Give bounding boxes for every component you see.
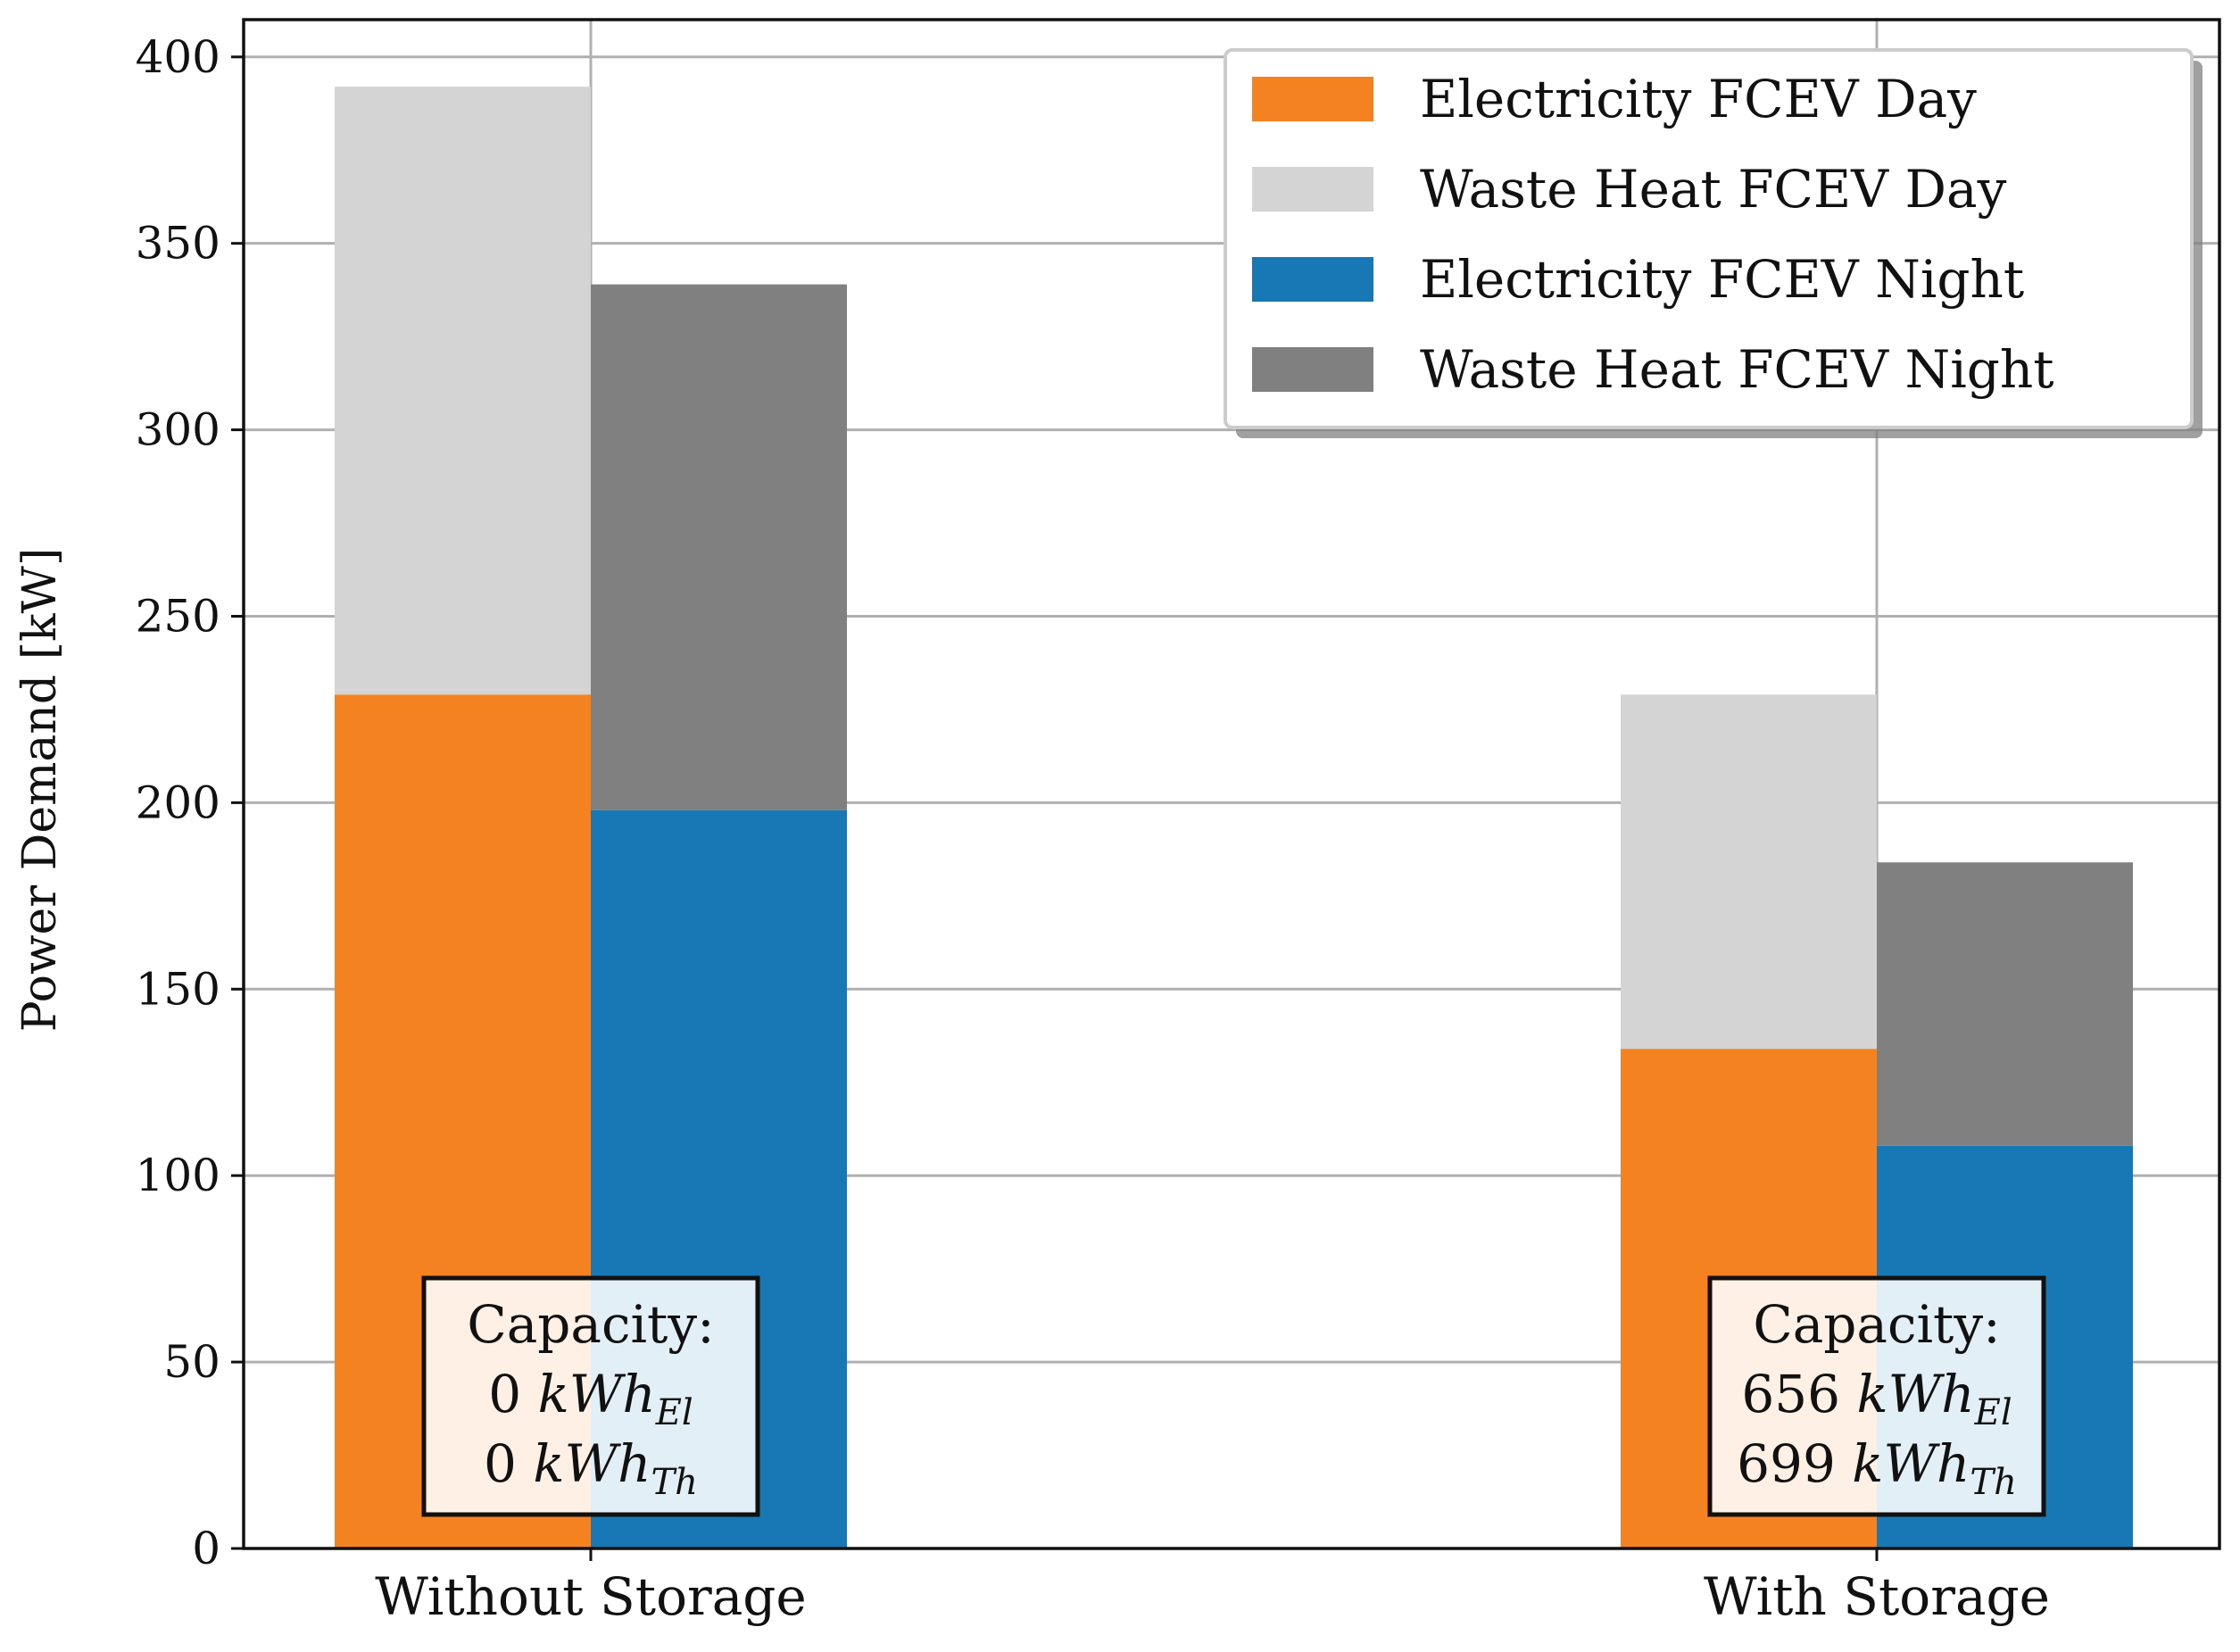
bar-waste-heat-fcev-day-1 [1621,694,1877,1050]
capacity-el-unit: kWh [538,1364,656,1424]
capacity-th-subscript: Th [651,1462,698,1503]
y-tick-label: 200 [136,776,220,828]
plot-frame [242,18,2221,1550]
capacity-el-value: 656 [1741,1364,1856,1424]
capacity-th-unit: kWh [533,1433,651,1494]
y-tick-label: 50 [163,1336,220,1388]
axes: 0 50 100 150 200 250 300 350 400 Without Storage W… [136,18,2221,1627]
legend-swatch [1252,77,1373,121]
y-axis-label: Power Demand [kW] [13,548,67,1032]
legend-swatch [1252,347,1373,392]
bar-waste-heat-fcev-night-1 [1877,862,2133,1146]
y-tick-label: 0 [192,1523,220,1574]
capacity-box [1707,1275,2046,1517]
capacity-th-unit: kWh [1852,1433,1970,1494]
capacity-el-line: 656 kWhEl [1741,1364,2012,1433]
capacity-el-value: 0 [488,1364,537,1424]
capacity-th-line: 0 kWhTh [484,1433,698,1503]
x-tick-label: With Storage [1704,1566,2050,1627]
y-tick-label: 100 [136,1150,220,1201]
capacity-el-subscript: El [1974,1392,2012,1433]
legend-label: Waste Heat FCEV Night [1420,339,2054,400]
capacity-th-value: 699 [1737,1433,1852,1494]
y-tick-label: 350 [136,218,220,270]
bar-waste-heat-fcev-day-0 [335,87,591,695]
capacity-title: Capacity: [1753,1294,2000,1355]
capacity-th-value: 0 [484,1433,533,1494]
legend-label: Electricity FCEV Day [1420,69,1977,129]
capacity-title: Capacity: [467,1294,714,1355]
legend-label: Electricity FCEV Night [1420,249,2024,310]
capacity-th-line: 699 kWhTh [1737,1433,2017,1503]
y-tick-label: 150 [136,963,220,1015]
capacity-box [421,1275,760,1517]
capacity-el-subscript: El [655,1392,693,1433]
y-tick-label: 300 [136,404,220,456]
y-tick-label: 250 [136,590,220,642]
x-tick-label: Without Storage [375,1566,807,1627]
capacity-el-unit: kWh [1857,1364,1975,1424]
legend-box [1224,48,2194,429]
bar-waste-heat-fcev-night-0 [591,284,847,810]
legend: Electricity FCEV Day Waste Heat FCEV Day E… [1224,48,2203,438]
legend-swatch [1252,167,1373,212]
capacity-th-subscript: Th [1970,1462,2016,1503]
legend-label: Waste Heat FCEV Day [1420,159,2007,220]
legend-swatch [1252,257,1373,302]
capacity-el-line: 0 kWhEl [488,1364,693,1433]
y-tick-label: 400 [136,31,220,83]
